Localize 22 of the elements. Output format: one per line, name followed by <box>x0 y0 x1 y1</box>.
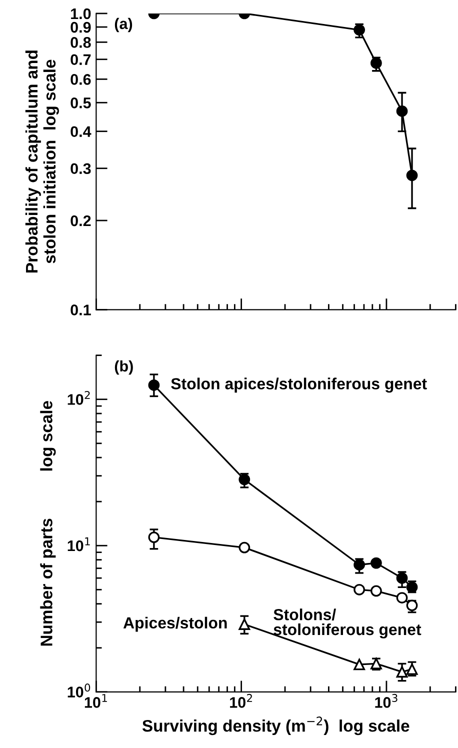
y-tick-label: 0.2 <box>70 215 91 226</box>
chart-title: (a) <box>114 18 132 32</box>
y-tick-label: 1.0 <box>71 8 91 20</box>
x-tick-label: 10$^{3}$ <box>375 694 398 708</box>
y-tick-label: 0.8 <box>70 37 91 48</box>
annotation: Apices/stolon <box>123 616 227 632</box>
y-tick-label: 0.9 <box>70 22 91 33</box>
y-axis-title: Number of parts log scale <box>40 400 56 646</box>
y-tick-label: 0.4 <box>70 126 92 138</box>
y-tick-label: 0.7 <box>70 54 91 66</box>
y-tick-label: 10$^{1}$ <box>68 537 90 552</box>
annotation: Stolons/ stoloniferous genet <box>274 608 422 638</box>
y-axis-title: Probability of capitulum and stolon initiation log scale <box>25 50 59 272</box>
y-tick-label: 0.1 <box>70 304 91 316</box>
y-tick-label: 0.5 <box>70 98 91 108</box>
y-tick-label: 10$^{2}$ <box>68 390 90 405</box>
chart-title: (b) <box>114 360 133 375</box>
annotation: Stolon apices/stoloniferous genet <box>171 378 427 393</box>
y-tick-label: 0.3 <box>70 163 91 174</box>
y-tick-label: 0.6 <box>70 74 91 85</box>
x-axis-title: Surviving density (m$^{−2}$) log scale <box>142 716 410 736</box>
x-tick-label: 10$^{2}$ <box>230 694 252 708</box>
